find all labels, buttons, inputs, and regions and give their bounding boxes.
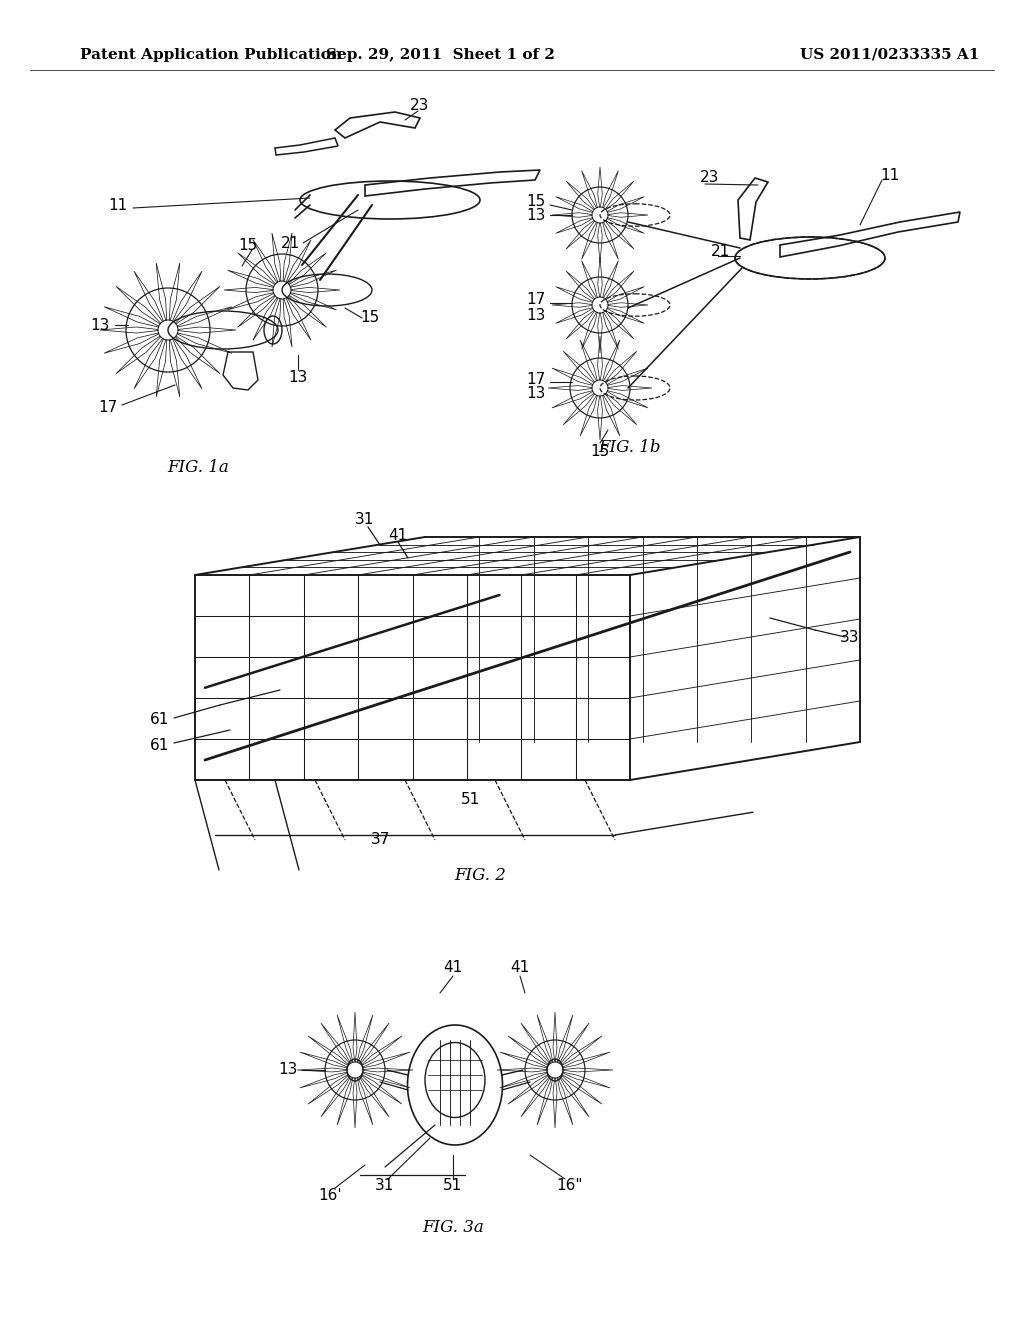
Text: 33: 33 (841, 630, 860, 644)
Text: 37: 37 (371, 833, 390, 847)
Text: 13: 13 (526, 207, 546, 223)
Text: 16': 16' (318, 1188, 342, 1203)
Text: FIG. 3a: FIG. 3a (422, 1220, 484, 1237)
Text: 11: 11 (109, 198, 128, 213)
Text: Sep. 29, 2011  Sheet 1 of 2: Sep. 29, 2011 Sheet 1 of 2 (326, 48, 554, 62)
Text: 13: 13 (526, 385, 546, 400)
Text: 23: 23 (700, 170, 720, 186)
Text: Patent Application Publication: Patent Application Publication (80, 48, 342, 62)
Text: FIG. 1a: FIG. 1a (167, 459, 229, 477)
Text: FIG. 2: FIG. 2 (454, 866, 506, 883)
Text: 41: 41 (388, 528, 408, 543)
Text: 15: 15 (591, 445, 609, 459)
Text: 17: 17 (526, 372, 546, 388)
Text: 31: 31 (376, 1177, 394, 1192)
Text: 15: 15 (239, 238, 258, 252)
Text: 61: 61 (151, 713, 170, 727)
Text: 11: 11 (881, 168, 900, 182)
Text: 17: 17 (526, 293, 546, 308)
Text: 13: 13 (289, 371, 307, 385)
Text: 21: 21 (281, 235, 300, 251)
Text: 16": 16" (557, 1177, 584, 1192)
Text: 31: 31 (355, 512, 375, 528)
Text: 51: 51 (461, 792, 479, 808)
Text: 41: 41 (443, 961, 463, 975)
Text: 13: 13 (279, 1063, 298, 1077)
Text: 21: 21 (711, 244, 730, 260)
Text: 61: 61 (151, 738, 170, 752)
Text: 15: 15 (360, 310, 380, 326)
Text: 23: 23 (411, 98, 430, 112)
Text: 13: 13 (90, 318, 110, 333)
Text: 13: 13 (526, 308, 546, 322)
Text: FIG. 1b: FIG. 1b (599, 440, 662, 457)
Text: 17: 17 (98, 400, 118, 416)
Text: 41: 41 (510, 961, 529, 975)
Text: US 2011/0233335 A1: US 2011/0233335 A1 (801, 48, 980, 62)
Text: 51: 51 (443, 1177, 463, 1192)
Text: 15: 15 (526, 194, 546, 210)
